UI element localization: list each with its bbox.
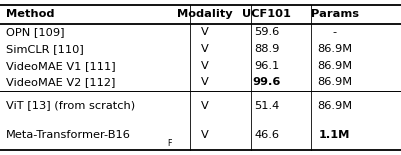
Text: 96.1: 96.1: [254, 61, 279, 71]
Text: 86.9M: 86.9M: [317, 101, 352, 111]
Text: -: -: [333, 27, 337, 37]
Text: Modality: Modality: [177, 9, 232, 19]
Text: VideoMAE V1 [111]: VideoMAE V1 [111]: [6, 61, 115, 71]
Text: V: V: [200, 44, 209, 54]
Text: 46.6: 46.6: [254, 130, 279, 140]
Text: 86.9M: 86.9M: [317, 77, 352, 87]
Text: 88.9: 88.9: [254, 44, 279, 54]
Text: 86.9M: 86.9M: [317, 61, 352, 71]
Text: F: F: [167, 140, 172, 148]
Text: 99.6: 99.6: [253, 77, 281, 87]
Text: 86.9M: 86.9M: [317, 44, 352, 54]
Text: UCF101: UCF101: [242, 9, 291, 19]
Text: Method: Method: [6, 9, 55, 19]
Text: VideoMAE V2 [112]: VideoMAE V2 [112]: [6, 77, 115, 87]
Text: V: V: [200, 77, 209, 87]
Text: OPN [109]: OPN [109]: [6, 27, 65, 37]
Text: Params: Params: [311, 9, 359, 19]
Text: SimCLR [110]: SimCLR [110]: [6, 44, 84, 54]
Text: V: V: [200, 130, 209, 140]
Text: 1.1M: 1.1M: [319, 130, 350, 140]
Text: Meta-Transformer-B16: Meta-Transformer-B16: [6, 130, 131, 140]
Text: V: V: [200, 61, 209, 71]
Text: 59.6: 59.6: [254, 27, 279, 37]
Text: ViT [13] (from scratch): ViT [13] (from scratch): [6, 101, 135, 111]
Text: V: V: [200, 27, 209, 37]
Text: V: V: [200, 101, 209, 111]
Text: 51.4: 51.4: [254, 101, 279, 111]
